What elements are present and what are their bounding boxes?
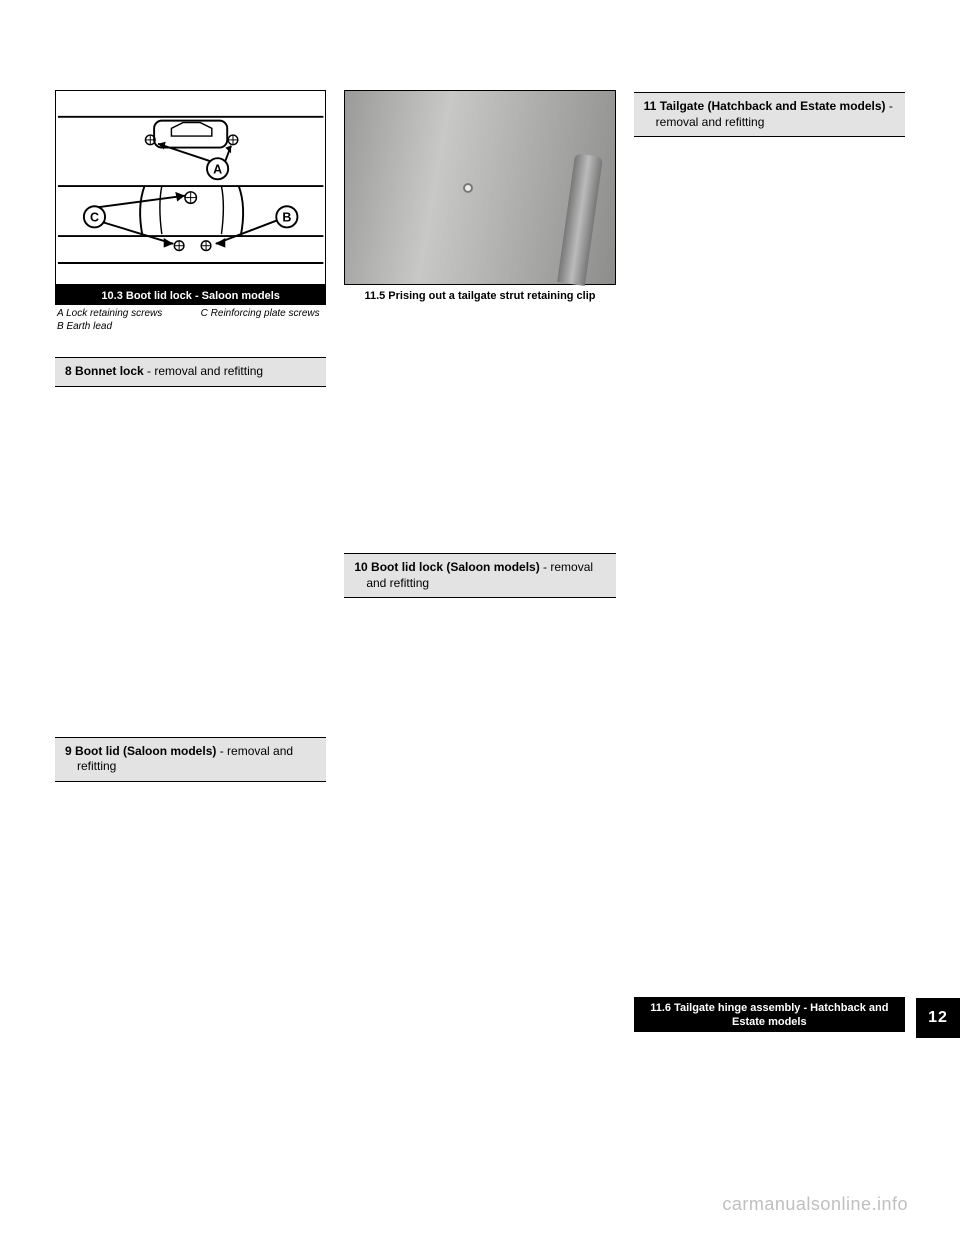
- section-8-heading: 8 Bonnet lock - removal and refitting: [55, 357, 326, 387]
- section-11-num: 11: [644, 99, 657, 113]
- section-9-heading: 9 Boot lid (Saloon models) - removal and…: [55, 737, 326, 782]
- figure-10-3-caption: 10.3 Boot lid lock - Saloon models: [55, 285, 326, 305]
- legend-b: B Earth lead: [57, 320, 181, 333]
- column-2: 11.5 Prising out a tailgate strut retain…: [344, 90, 615, 1040]
- diagram-boot-lid-lock: A B C: [55, 90, 326, 285]
- svg-text:A: A: [213, 163, 222, 177]
- section-8-rest: - removal and refitting: [144, 364, 263, 378]
- section-11-heading: 11 Tailgate (Hatchback and Estate models…: [634, 92, 905, 137]
- column-3: 11 Tailgate (Hatchback and Estate models…: [634, 90, 905, 1040]
- figure-10-3-legend: A Lock retaining screws B Earth lead C R…: [55, 305, 326, 339]
- svg-text:C: C: [90, 211, 99, 225]
- photo-tailgate-strut-clip: [344, 90, 615, 285]
- section-8-title: Bonnet lock: [75, 364, 144, 378]
- figure-11-5-caption: 11.5 Prising out a tailgate strut retain…: [344, 285, 615, 305]
- svg-text:B: B: [282, 211, 291, 225]
- clip-icon: [463, 183, 473, 193]
- section-11-title: Tailgate (Hatchback and Estate models): [660, 99, 886, 113]
- section-10-num: 10: [354, 560, 367, 574]
- figure-11-6: 11.6 Tailgate hinge assembly - Hatchback…: [634, 997, 905, 1032]
- watermark: carmanualsonline.info: [722, 1194, 908, 1215]
- section-8-num: 8: [65, 364, 72, 378]
- figure-10-3: A B C: [55, 90, 326, 339]
- section-9-title: Boot lid (Saloon models): [75, 744, 216, 758]
- figure-11-6-caption: 11.6 Tailgate hinge assembly - Hatchback…: [634, 997, 905, 1032]
- section-10-title: Boot lid lock (Saloon models): [371, 560, 540, 574]
- chapter-tab: 12: [916, 998, 960, 1038]
- column-1: A B C: [55, 90, 326, 1040]
- legend-c: C Reinforcing plate screws: [201, 307, 325, 320]
- strut-shape: [557, 153, 603, 286]
- section-10-heading: 10 Boot lid lock (Saloon models) - remov…: [344, 553, 615, 598]
- figure-11-5: 11.5 Prising out a tailgate strut retain…: [344, 90, 615, 305]
- page-columns: A B C: [0, 0, 960, 1080]
- section-9-num: 9: [65, 744, 72, 758]
- legend-a: A Lock retaining screws: [57, 307, 181, 320]
